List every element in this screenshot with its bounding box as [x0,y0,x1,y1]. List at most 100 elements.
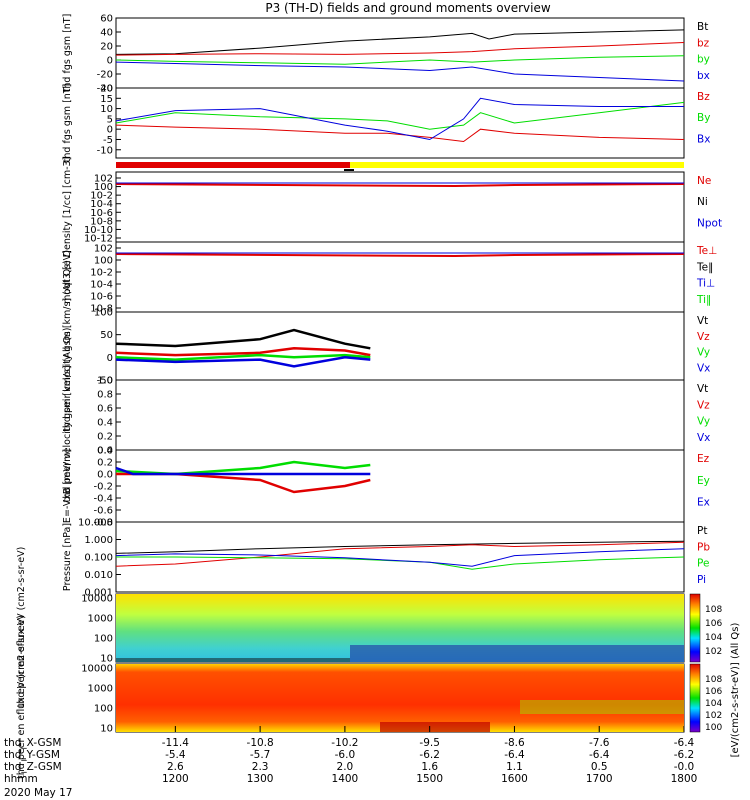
legend-Te⊥: Te⊥ [696,245,717,257]
panel-frame [115,449,685,523]
xtick-hhmm: 1800 [671,773,698,785]
ytick-label: 100 [94,704,113,715]
colorbar-top [689,593,701,663]
panel-frame [115,311,685,381]
bar-strip-red [116,162,350,168]
electron-spectrogram-fill [116,664,684,732]
ytick-label: 1000 [88,614,113,625]
series-Ex [115,466,371,476]
ytick-label: 10-10 [84,225,113,236]
ytick-label: 10 [100,104,113,115]
xrow-label: thd_Z-GSM [4,761,62,773]
ylabel: thd fgs gsm [nT] [62,84,73,163]
series-bx [115,61,685,82]
legend-Pi: Pi [697,574,706,586]
time-axis: -11.4-5.42.61200-10.8-5.72.31300-10.2-6.… [4,726,697,785]
legend-Vz: Vz [697,331,710,343]
ytick-label: 10-12 [84,234,113,245]
ytick-label: 0.4 [97,418,113,429]
ylabel: thd fgs gsm [nT] [62,14,73,93]
xtick-thd_Z-GSM: 2.3 [252,761,269,773]
xrow-label: thd_X-GSM [4,737,61,749]
ytick-label: 0.100 [84,553,113,564]
legend-Pt: Pt [697,525,707,537]
legend-Vy: Vy [697,347,710,359]
ylabel: thd peer velocity gsm [km/s] (All Qs) [62,328,73,503]
legend-bx: bx [697,70,710,82]
colorbar-tick: 102 [705,711,722,721]
ytick-label: 0.2 [97,458,113,469]
legend-Ez: Ez [697,453,710,465]
series-Pb [115,541,685,567]
legend-Pe: Pe [697,558,709,570]
series-Bt [115,29,685,55]
series-Ey [115,460,371,476]
xtick-thd_Y-GSM: -6.0 [335,749,356,761]
xtick-hhmm: 1600 [501,773,528,785]
xtick-thd_Z-GSM: 1.1 [506,761,523,773]
legend-Vt: Vt [697,383,708,395]
electron-spectrogram-hot [520,700,684,714]
xtick-hhmm: 1500 [416,773,443,785]
ytick-label: 100 [94,634,113,645]
colorbar-tick: 102 [705,647,722,657]
legend-Ex: Ex [697,497,710,509]
ytick-label: 0.001 [84,588,113,599]
xrow-label: thd_Y-GSM [4,749,60,761]
xtick-hhmm: 1200 [162,773,189,785]
ytick-label: -10 [97,145,113,156]
xtick-thd_Z-GSM: -0.0 [674,761,695,773]
ytick-label: 20 [100,84,113,95]
colorbar-bottom [689,663,701,733]
spectrograms [116,594,684,732]
legend-By: By [697,112,710,124]
ylabel: moqt3 [eV] [62,250,73,304]
xtick-hhmm: 1400 [332,773,359,785]
legend-Te‖: Te‖ [696,261,713,273]
colorbar-label: [eV/(cm2-s-str-eV)] (All Qs) [730,622,741,757]
ytick-label: 10-2 [90,191,113,202]
ytick-label: -0.8 [93,518,113,529]
ylabel: Density [1/cc] [cm-3] [62,157,73,258]
electron-spectrogram-low [380,722,490,732]
series-Vt [115,328,371,350]
xrow-label: hhmm [4,773,38,785]
series-Vx [115,356,371,368]
ytick-label: 0.2 [97,432,113,443]
legend-Bx: Bx [697,133,710,145]
ytick-label: -50 [97,376,113,387]
legend-by: by [697,54,710,66]
colorbar-tick: 104 [705,699,722,709]
legend-Ne: Ne [697,175,711,187]
ytick-label: 10000 [81,594,113,605]
bar-strip-black [344,169,354,171]
ytick-label: 0.4 [97,446,113,457]
ytick-label: 10-8 [90,216,113,227]
ytick-label: 0 [107,125,113,136]
ytick-label: 100 [94,308,113,319]
ion-spectrogram-dark [116,658,350,662]
series-By [115,101,685,130]
series-Bx [115,97,684,141]
legend-Ti⊥: Ti⊥ [696,278,715,290]
colorbar: 108 106 104 102 108 106 104 102 100 [eV/(cm2-s-s… [689,593,741,757]
xtick-hhmm: 1700 [586,773,613,785]
legend-Bz: Bz [697,91,710,103]
xtick-thd_X-GSM: -8.6 [504,737,525,749]
series-Bz [115,124,685,143]
xtick-thd_X-GSM: -10.2 [331,737,358,749]
ytick-label: 1.000 [84,535,113,546]
ylabel: thd peir velocity gsm [km/s] (All Qs) [62,260,73,432]
ytick-label: 1.0 [97,376,113,387]
legend-Ti‖: Ti‖ [696,294,711,306]
legend-Npot: Npot [697,217,722,229]
ytick-label: 102 [94,244,113,255]
legend-Pb: Pb [697,541,710,553]
ytick-label: 10 [100,654,113,665]
ytick-label: 10 [100,724,113,735]
ytick-label: -0.2 [93,482,113,493]
ytick-label: -5 [103,135,113,146]
legend-bz: bz [697,37,710,49]
